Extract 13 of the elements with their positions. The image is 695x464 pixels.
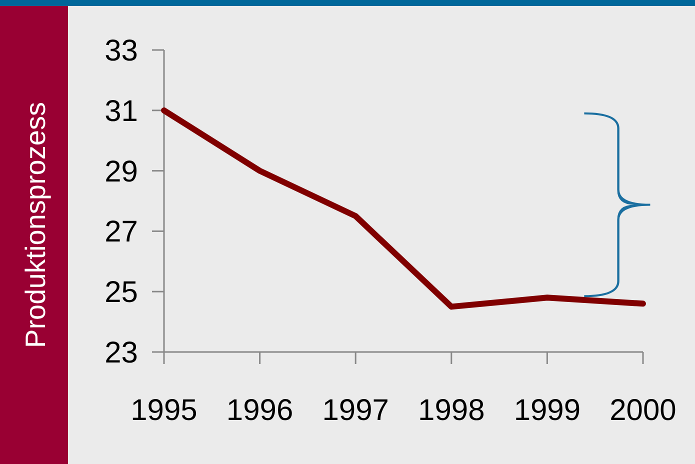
y-tick-label: 33 — [104, 34, 138, 68]
y-tick-label: 31 — [104, 94, 138, 128]
x-tick-label: 2000 — [610, 394, 676, 427]
y-tick-label: 27 — [104, 216, 138, 249]
y-tick-label: 23 — [104, 336, 138, 370]
x-tick-label: 1999 — [514, 394, 581, 427]
x-tick-label: 1998 — [418, 394, 485, 427]
x-tick-label: 1995 — [130, 394, 198, 427]
y-tick-label: 25 — [104, 276, 138, 310]
x-tick-label: 1996 — [226, 394, 294, 427]
x-tick-label: 1997 — [322, 394, 389, 427]
y-axis-title: Produktionsprozess — [20, 102, 51, 348]
y-tick-label: 29 — [104, 155, 138, 188]
